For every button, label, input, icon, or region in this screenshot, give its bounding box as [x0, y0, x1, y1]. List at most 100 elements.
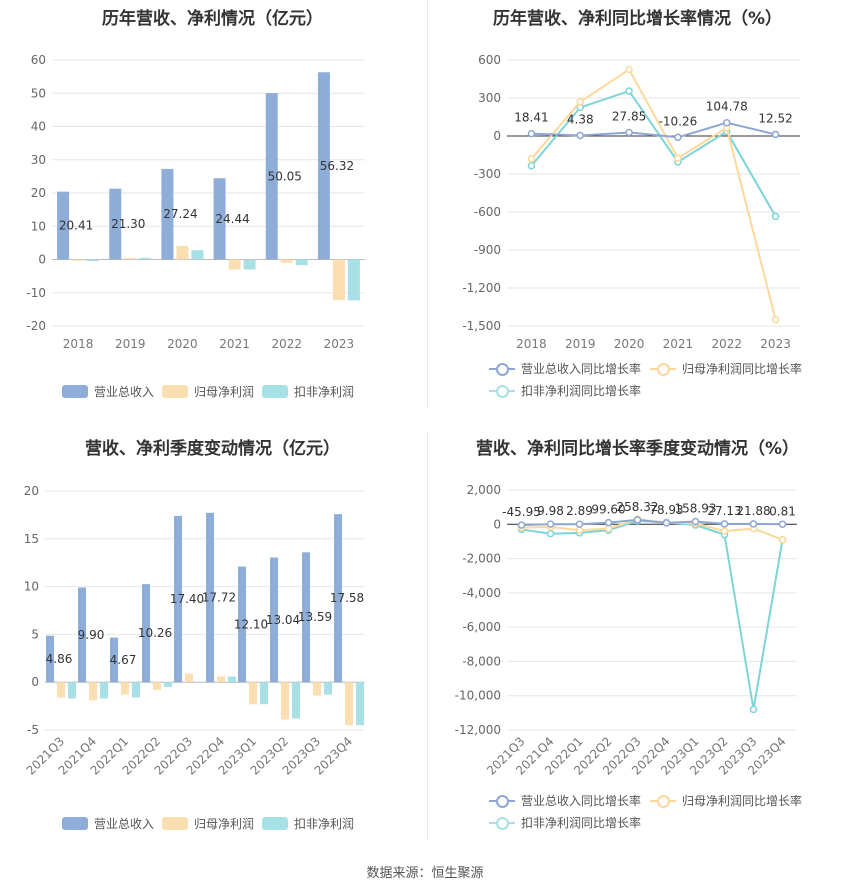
data-point [674, 133, 682, 142]
data-point [674, 154, 682, 162]
data-point [778, 535, 787, 544]
data-point [527, 155, 536, 163]
bar-revenue [57, 191, 70, 260]
bar-revenue [78, 587, 86, 683]
x-tick-label: 2020 [614, 337, 645, 351]
bar-revenue [109, 188, 122, 260]
legend-swatch [262, 385, 288, 398]
legend-deducted[interactable]: 扣非净利润 [262, 383, 354, 400]
y-tick-label: 30 [31, 153, 46, 167]
legend-label: 扣非净利润同比增长率 [521, 384, 642, 398]
bar-netprofit [217, 676, 225, 683]
data-point [546, 529, 555, 538]
legend-label: 扣非净利润 [294, 385, 355, 399]
y-tick-label: 300 [478, 91, 501, 105]
legend-swatch [489, 362, 515, 376]
y-tick-label: -2,000 [462, 552, 501, 566]
y-tick-label: -12,000 [455, 723, 501, 737]
legend-ded-growth[interactable]: 扣非净利润同比增长率 [489, 814, 641, 831]
legend-label: 营业总收入 [94, 817, 155, 831]
legend-rev-growth[interactable]: 营业总收入同比增长率 [489, 792, 641, 809]
x-tick-label: 2022 [271, 337, 302, 351]
data-point [720, 527, 729, 535]
series-line-netprofit-growth [530, 68, 777, 320]
bar-netprofit [124, 257, 137, 260]
legend-np-growth[interactable]: 归母净利润同比增长率 [650, 792, 802, 809]
legend-swatch [162, 817, 188, 830]
series-line-revenue-growth [521, 518, 783, 527]
legend-rev-growth[interactable]: 营业总收入同比增长率 [489, 360, 641, 377]
y-tick-label: -300 [474, 167, 501, 181]
bar-netprofit [121, 682, 129, 695]
legend-revenue[interactable]: 营业总收入 [62, 383, 154, 400]
bar-revenue [270, 557, 278, 683]
data-point [625, 87, 633, 95]
bar-revenue [213, 178, 226, 260]
y-tick-label: -4,000 [462, 586, 501, 600]
y-tick-label: 20 [31, 186, 46, 200]
bar-netprofit [280, 259, 293, 263]
data-point [691, 517, 700, 526]
data-label: -45.95 [502, 505, 541, 519]
bar-netprofit [313, 682, 321, 696]
annual-revenue-profit-panel: 历年营收、净利情况（亿元） -20 -10 0 10 20 30 40 50 60 2018 201… [0, 0, 425, 420]
annual-growth-panel: 历年营收、净利同比增长率情况（%） -1,500 -1,200 -900 -600 -3… [425, 0, 850, 420]
legend-label: 归母净利润 [194, 385, 255, 399]
chart-title: 历年营收、净利情况（亿元） [102, 9, 323, 29]
y-tick-label: -6,000 [462, 620, 501, 634]
legend-label: 营业总收入同比增长率 [521, 794, 642, 808]
data-point [527, 162, 536, 170]
data-label: 27.13 [707, 504, 741, 518]
x-tick-label: 2022 [711, 337, 742, 351]
legend-netprofit[interactable]: 归母净利润 [162, 383, 254, 400]
legend-label: 营业总收入同比增长率 [521, 362, 642, 376]
bar-netprofit [72, 259, 85, 261]
legend-label: 归母净利润同比增长率 [682, 362, 803, 376]
data-label: 27.85 [612, 109, 646, 123]
data-label: -10.26 [659, 114, 698, 128]
data-label: 4.67 [110, 653, 137, 667]
bar-deducted [295, 259, 308, 266]
legend-swatch [650, 794, 676, 808]
data-point [604, 524, 613, 533]
bar-deducted [356, 682, 364, 726]
data-point [546, 520, 555, 528]
x-tick-label: 2023 [760, 337, 791, 351]
legend-swatch [262, 817, 288, 830]
legend-deducted[interactable]: 扣非净利润 [262, 815, 354, 832]
data-point [778, 520, 787, 529]
legend-swatch [489, 794, 515, 808]
bar-deducted [347, 259, 360, 301]
data-point [575, 520, 584, 528]
panel-divider [427, 0, 428, 408]
legend-np-growth[interactable]: 归母净利润同比增长率 [650, 360, 802, 377]
data-point [771, 315, 780, 324]
data-point [576, 98, 584, 106]
bar-deducted [243, 259, 256, 270]
chart-title: 历年营收、净利同比增长率情况（%） [492, 9, 783, 29]
data-label: 258.32 [617, 500, 659, 514]
bar-deducted [228, 676, 236, 683]
legend-swatch [489, 384, 515, 398]
legend-netprofit[interactable]: 归母净利润 [162, 815, 254, 832]
bar-netprofit [185, 673, 193, 683]
bar-deducted [68, 682, 76, 699]
bar-deducted [139, 257, 152, 260]
bar-netprofit [228, 259, 241, 270]
bar-revenue [46, 635, 54, 683]
data-source: 数据来源：恒生聚源 [366, 866, 484, 881]
legend: 营业总收入 归母净利润 扣非净利润 [0, 383, 425, 403]
x-tick-label: 2018 [516, 337, 547, 351]
y-tick-label: -10 [26, 286, 46, 300]
y-tick-label: 0 [38, 253, 46, 267]
data-label: 4.38 [567, 112, 594, 126]
legend-revenue[interactable]: 营业总收入 [62, 815, 154, 832]
legend-ded-growth[interactable]: 扣非净利润同比增长率 [489, 382, 641, 399]
x-tick-label: 2021 [219, 337, 250, 351]
legend-label: 归母净利润同比增长率 [682, 794, 803, 808]
data-point [517, 521, 526, 529]
bar-netprofit [332, 259, 345, 301]
annual-growth-line-chart: -1,500 -1,200 -900 -600 -300 0 300 600 2018 2019 2… [462, 53, 800, 351]
annual-bar-chart: -20 -10 0 10 20 30 40 50 60 2018 2019 2020 2021 2022 2… [26, 53, 365, 351]
data-label: 27.24 [163, 207, 197, 221]
